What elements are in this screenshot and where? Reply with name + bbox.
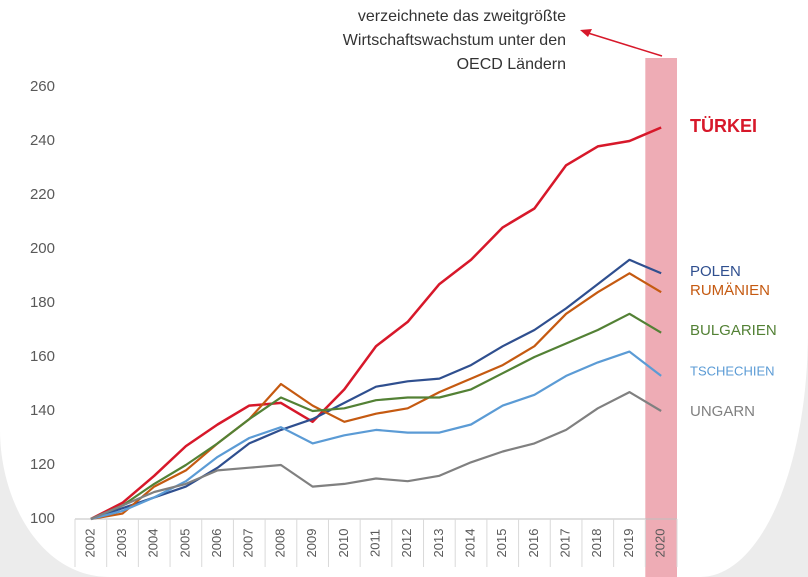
x-tick-label: 2018 [589,529,604,558]
x-tick-label: 2014 [462,529,477,558]
x-tick-label: 2006 [209,529,224,558]
x-tick-label: 2010 [336,529,351,558]
annotation: verzeichnete das zweitgrößte [358,8,566,25]
x-tick-label: 2003 [114,529,129,558]
series-label: TSCHECHIEN [690,363,775,378]
x-tick-label: 2017 [558,529,573,558]
series-label: TÜRKEI [690,116,757,136]
x-tick-label: 2004 [146,529,161,558]
x-tick-label: 2005 [177,529,192,558]
y-tick-label: 180 [30,294,55,311]
y-tick-label: 220 [30,186,55,203]
y-tick-label: 240 [30,132,55,149]
line [90,272,662,521]
y-tick-label: 120 [30,456,55,473]
highlight-band [645,58,677,577]
line [90,258,662,521]
x-tick-label: 2012 [399,529,414,558]
x-tick-label: 2009 [304,529,319,558]
annotation-arrow [587,32,663,57]
x-tick-label: 2007 [241,529,256,558]
x-tick-label: 2019 [621,529,636,558]
line [90,126,662,521]
x-tick-label: 2015 [494,529,509,558]
y-tick-label: 200 [30,240,55,257]
series-label: RUMÄNIEN [690,282,770,299]
x-tick-label: 2011 [367,529,382,557]
x-tick-label: 2008 [272,529,287,558]
x-tick-label: 2020 [653,529,668,558]
annotation: Wirtschaftswachstum unter den [343,32,566,49]
x-tick-label: 2002 [82,529,97,558]
y-tick-label: 160 [30,348,55,365]
line [90,391,662,521]
series-label: BULGARIEN [690,322,777,339]
arrow-head [580,29,592,37]
annotation: OECD Ländern [457,56,566,73]
y-tick-label: 260 [30,78,55,95]
series-label: POLEN [690,263,741,280]
x-tick-label: 2013 [431,529,446,558]
line [90,350,662,521]
y-tick-label: 100 [30,510,55,527]
y-tick-label: 140 [30,402,55,419]
series-label: UNGARN [690,403,755,420]
x-tick-label: 2016 [526,529,541,558]
line [90,312,662,521]
